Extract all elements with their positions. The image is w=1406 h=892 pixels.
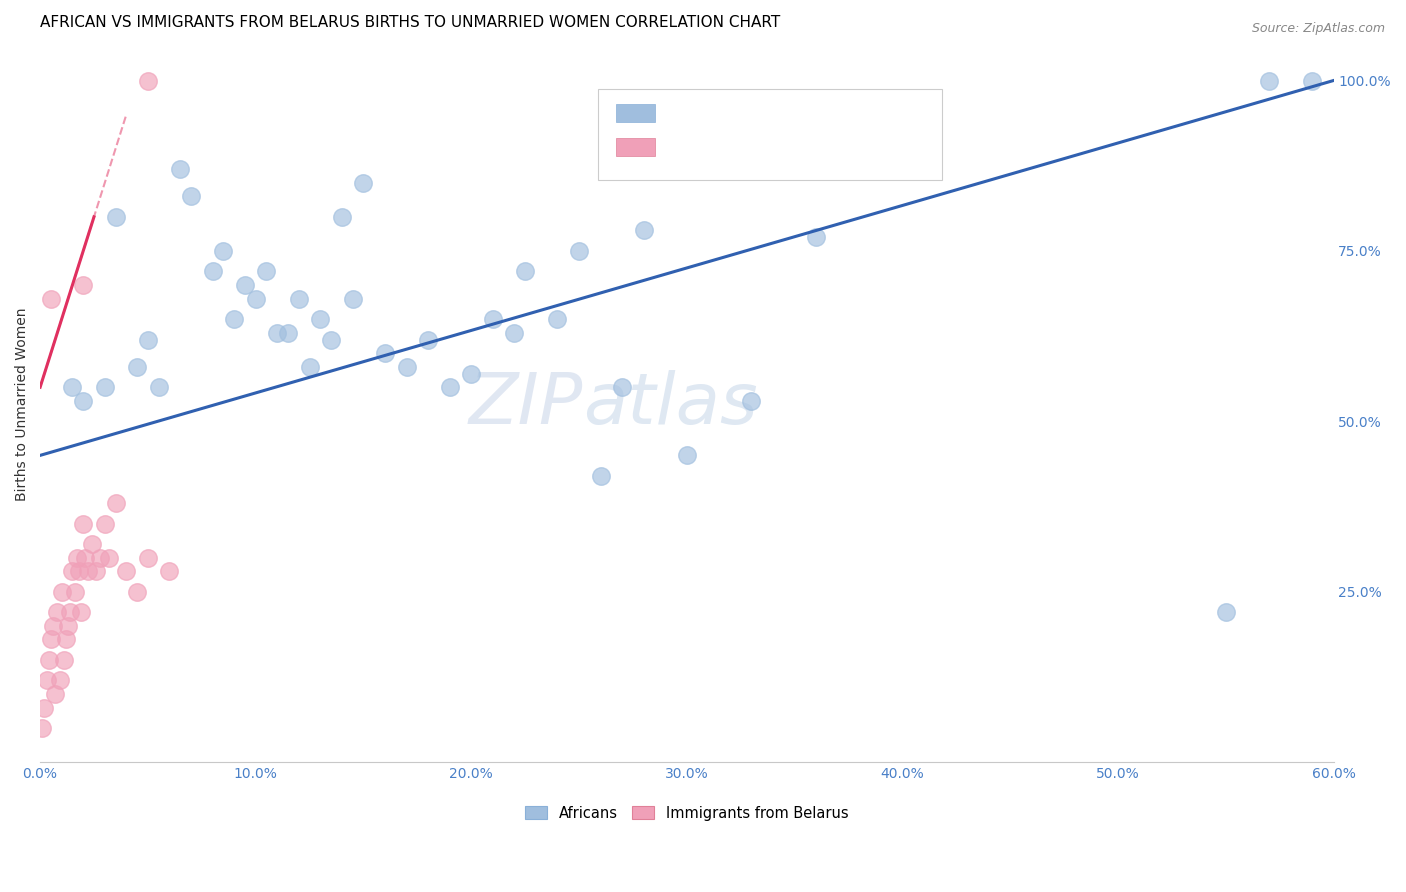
Point: [1215, 605, 1237, 619]
Point: [31, 721, 53, 735]
Point: [80, 537, 103, 551]
Point: [104, 210, 127, 224]
Point: [481, 312, 503, 326]
Point: [266, 326, 288, 340]
Point: [169, 162, 191, 177]
Point: [288, 292, 311, 306]
Point: [180, 189, 202, 203]
Point: [804, 230, 827, 244]
Text: atlas: atlas: [583, 370, 758, 439]
Point: [675, 449, 697, 463]
Point: [76, 564, 98, 578]
Point: [62, 380, 84, 394]
Point: [42, 619, 65, 633]
Point: [224, 312, 246, 326]
Point: [34, 700, 56, 714]
Point: [439, 380, 461, 394]
Point: [98, 550, 121, 565]
Point: [277, 326, 299, 340]
Point: [44, 687, 66, 701]
Point: [136, 73, 159, 87]
Point: [70, 605, 93, 619]
Point: [610, 380, 633, 394]
Point: [66, 550, 89, 565]
Point: [89, 550, 111, 565]
Point: [503, 326, 526, 340]
Point: [589, 468, 612, 483]
Point: [52, 653, 75, 667]
Point: [148, 380, 170, 394]
Point: [460, 367, 482, 381]
Point: [84, 564, 107, 578]
Point: [59, 605, 82, 619]
Point: [104, 496, 127, 510]
Point: [159, 564, 181, 578]
Point: [115, 564, 138, 578]
Point: [136, 550, 159, 565]
Point: [55, 632, 77, 647]
Point: [67, 564, 90, 578]
Point: [256, 264, 278, 278]
Y-axis label: Births to Unmarried Women: Births to Unmarried Women: [15, 308, 30, 501]
Point: [75, 550, 97, 565]
Point: [72, 393, 94, 408]
Point: [72, 516, 94, 531]
Point: [46, 605, 69, 619]
Point: [72, 277, 94, 292]
Point: [568, 244, 591, 258]
Point: [342, 292, 364, 306]
Point: [212, 244, 235, 258]
Point: [233, 277, 256, 292]
Point: [136, 333, 159, 347]
Point: [94, 380, 117, 394]
Text: Source: ZipAtlas.com: Source: ZipAtlas.com: [1251, 22, 1385, 36]
Point: [309, 312, 332, 326]
Point: [513, 264, 536, 278]
Text: R =  0.619   N = 50: R = 0.619 N = 50: [664, 106, 834, 120]
Point: [51, 584, 73, 599]
Point: [35, 673, 58, 688]
Point: [298, 359, 321, 374]
Point: [1257, 73, 1279, 87]
Point: [353, 176, 375, 190]
Legend: Africans, Immigrants from Belarus: Africans, Immigrants from Belarus: [519, 800, 855, 826]
Text: ZIP: ZIP: [470, 370, 583, 439]
Point: [62, 564, 84, 578]
Point: [740, 393, 762, 408]
Point: [330, 210, 353, 224]
Point: [39, 292, 62, 306]
Point: [546, 312, 568, 326]
Point: [321, 333, 343, 347]
Point: [63, 584, 86, 599]
Point: [94, 516, 117, 531]
Point: [38, 653, 60, 667]
Point: [374, 346, 396, 360]
Point: [56, 619, 79, 633]
Point: [127, 584, 149, 599]
Point: [395, 359, 418, 374]
Point: [1301, 73, 1323, 87]
Point: [48, 673, 70, 688]
Text: AFRICAN VS IMMIGRANTS FROM BELARUS BIRTHS TO UNMARRIED WOMEN CORRELATION CHART: AFRICAN VS IMMIGRANTS FROM BELARUS BIRTH…: [41, 15, 780, 30]
Point: [201, 264, 224, 278]
Point: [245, 292, 267, 306]
Text: R =  0.445   N = 48: R = 0.445 N = 48: [664, 140, 834, 154]
Point: [418, 333, 440, 347]
Point: [633, 223, 655, 237]
Point: [39, 632, 62, 647]
Point: [127, 359, 149, 374]
